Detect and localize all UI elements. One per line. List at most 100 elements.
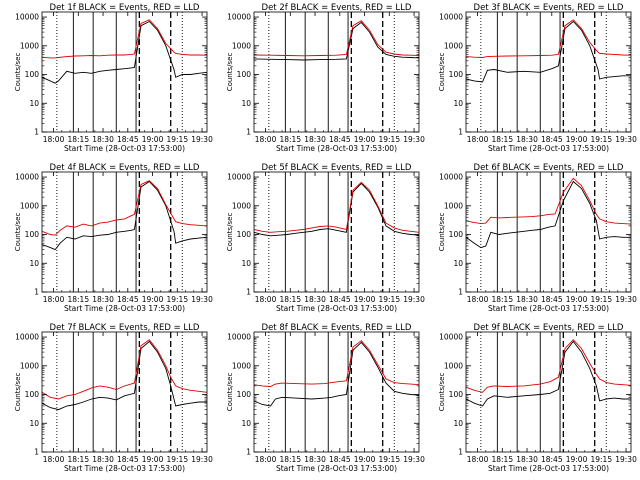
x-tick-label: 18:30	[92, 455, 114, 464]
x-tick-label: 18:30	[304, 295, 326, 304]
x-tick-label: 18:30	[304, 135, 326, 144]
y-tick-label: 10000	[15, 333, 39, 342]
x-tick-label: 19:00	[566, 295, 588, 304]
x-tick-label: 18:00	[255, 135, 277, 144]
x-axis-label: Start Time (28-Oct-03 17:53:00)	[276, 304, 397, 313]
x-tick-label: 19:15	[378, 135, 400, 144]
series-line-lld	[253, 181, 420, 233]
series-line-events	[253, 182, 420, 237]
x-tick-label: 18:15	[67, 135, 89, 144]
x-tick-label: 18:15	[491, 295, 513, 304]
x-tick-label: 19:00	[142, 455, 164, 464]
y-axis-label: Counts/sec	[438, 53, 446, 92]
x-tick-label: 19:00	[142, 135, 164, 144]
x-tick-label: 19:00	[354, 295, 376, 304]
x-tick-label: 19:30	[403, 135, 425, 144]
panel-2: 1 10 100 1000 10000 18:00 18:15 18:30 18:45 19:00…	[226, 3, 425, 153]
x-tick-label: 18:45	[329, 295, 351, 304]
y-tick-label: 100	[237, 230, 252, 239]
y-axis-label: Counts/sec	[226, 213, 234, 252]
y-axis-label: Counts/sec	[438, 373, 446, 412]
series-line-events	[465, 340, 631, 407]
x-tick-label: 19:00	[566, 455, 588, 464]
x-tick-label: 19:15	[590, 455, 612, 464]
x-axis-label: Start Time (28-Oct-03 17:53:00)	[64, 144, 185, 153]
x-tick-label: 19:30	[615, 135, 637, 144]
y-tick-label: 10000	[227, 173, 251, 182]
y-tick-label: 1	[246, 128, 251, 137]
x-axis-label: Start Time (28-Oct-03 17:53:00)	[276, 464, 397, 473]
x-tick-label: 18:30	[516, 295, 538, 304]
y-tick-label: 100	[25, 390, 40, 399]
y-tick-label: 100	[25, 230, 40, 239]
x-tick-label: 18:30	[92, 135, 114, 144]
x-tick-label: 19:15	[378, 455, 400, 464]
x-tick-label: 19:30	[191, 455, 213, 464]
x-tick-label: 18:45	[541, 295, 563, 304]
plot-frame	[41, 171, 208, 293]
x-tick-label: 19:30	[403, 295, 425, 304]
y-tick-label: 10000	[439, 173, 463, 182]
panel-title: Det 1f BLACK = Events, RED = LLD	[50, 3, 200, 13]
series-line-lld	[465, 177, 632, 225]
x-tick-label: 18:45	[541, 135, 563, 144]
x-tick-label: 19:30	[615, 455, 637, 464]
y-axis-label: Counts/sec	[14, 213, 22, 252]
y-tick-label: 1000	[20, 361, 39, 370]
panel-title: Det 3f BLACK = Events, RED = LLD	[474, 3, 624, 13]
x-tick-label: 18:00	[43, 135, 65, 144]
panel-1: 1 10 100 1000 10000 18:00 18:15 18:30 18:45 19:00…	[14, 3, 213, 153]
y-axis-label: Counts/sec	[226, 53, 234, 92]
panel-5: 1 10 100 1000 10000 18:00 18:15 18:30 18:45 19:00…	[226, 163, 425, 313]
y-tick-label: 1000	[232, 361, 251, 370]
y-tick-label: 1000	[20, 41, 39, 50]
y-tick-label: 10	[241, 99, 251, 108]
panel-title: Det 6f BLACK = Events, RED = LLD	[474, 163, 624, 173]
panel-title: Det 2f BLACK = Events, RED = LLD	[262, 3, 412, 13]
series-line-lld	[465, 19, 632, 58]
y-tick-label: 1	[458, 288, 463, 297]
x-tick-label: 19:00	[142, 295, 164, 304]
y-tick-label: 10	[453, 419, 463, 428]
y-tick-label: 1	[246, 288, 251, 297]
y-axis-label: Counts/sec	[14, 373, 22, 412]
panel-3: 1 10 100 1000 10000 18:00 18:15 18:30 18:45 19:00…	[438, 3, 637, 153]
y-tick-label: 10	[29, 259, 39, 268]
y-tick-label: 10	[241, 419, 251, 428]
x-tick-label: 19:15	[590, 295, 612, 304]
series-line-events	[253, 21, 420, 61]
series-line-lld	[465, 339, 632, 393]
x-tick-label: 18:15	[279, 135, 301, 144]
x-tick-label: 18:15	[491, 135, 513, 144]
y-tick-label: 10000	[227, 333, 251, 342]
x-tick-label: 18:45	[117, 295, 139, 304]
y-tick-label: 1000	[444, 201, 463, 210]
x-tick-label: 19:30	[191, 295, 213, 304]
y-tick-label: 100	[449, 70, 464, 79]
x-tick-label: 18:30	[92, 295, 114, 304]
x-tick-label: 18:45	[329, 135, 351, 144]
x-tick-label: 18:00	[43, 455, 65, 464]
y-tick-label: 100	[449, 230, 464, 239]
x-tick-label: 18:00	[43, 295, 65, 304]
x-tick-label: 19:00	[566, 135, 588, 144]
y-tick-label: 1	[458, 448, 463, 457]
y-tick-label: 1	[34, 128, 39, 137]
series-line-events	[41, 180, 208, 251]
x-tick-label: 19:00	[354, 455, 376, 464]
panel-8: 1 10 100 1000 10000 18:00 18:15 18:30 18:45 19:00…	[226, 323, 425, 473]
plot-frame	[41, 11, 208, 133]
y-tick-label: 10000	[227, 13, 251, 22]
x-axis-label: Start Time (28-Oct-03 17:53:00)	[488, 304, 609, 313]
series-line-events	[253, 341, 420, 407]
series-line-events	[41, 340, 207, 411]
panel-title: Det 4f BLACK = Events, RED = LLD	[50, 163, 200, 173]
series-line-lld	[41, 339, 208, 400]
x-tick-label: 18:15	[279, 295, 301, 304]
y-tick-label: 10	[29, 99, 39, 108]
x-axis-label: Start Time (28-Oct-03 17:53:00)	[276, 144, 397, 153]
series-line-lld	[253, 340, 420, 387]
x-tick-label: 18:00	[255, 295, 277, 304]
y-tick-label: 1000	[232, 41, 251, 50]
y-tick-label: 10	[241, 259, 251, 268]
